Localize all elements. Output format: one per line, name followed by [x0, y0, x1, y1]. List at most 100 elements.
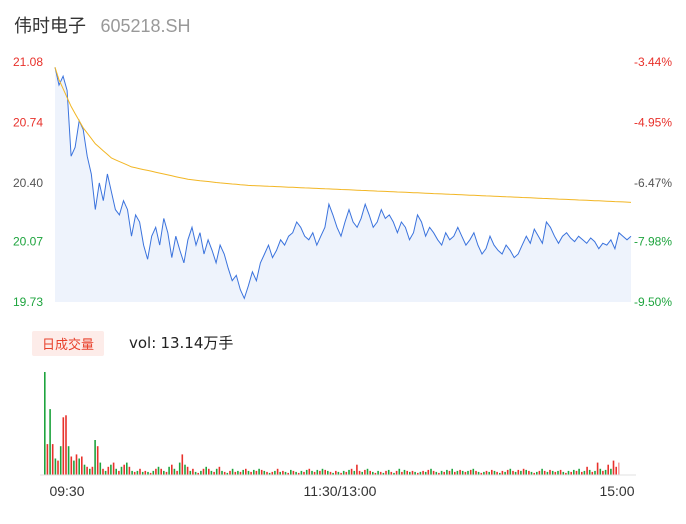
volume-bar	[171, 464, 173, 475]
volume-bar	[99, 462, 102, 475]
volume-bar	[239, 471, 242, 475]
volume-bar	[176, 470, 178, 475]
volume-bar	[268, 472, 271, 475]
volume-bar	[477, 471, 480, 475]
volume-bar	[120, 466, 123, 475]
volume-bar	[612, 460, 615, 475]
volume-bar	[78, 458, 80, 475]
volume-bar	[583, 470, 586, 475]
volume-bar	[530, 471, 533, 475]
volume-bar	[448, 470, 451, 475]
volume-bar	[353, 470, 356, 475]
volume-bar	[356, 464, 358, 475]
volume-bar	[75, 454, 78, 475]
volume-bar	[160, 468, 162, 475]
volume-bar	[123, 464, 125, 475]
volume-bar	[94, 440, 96, 475]
volume-bar	[438, 472, 440, 475]
volume-bar	[446, 469, 448, 476]
volume-bar	[522, 468, 525, 475]
volume-bar	[152, 470, 155, 475]
volume-label: vol:	[129, 334, 157, 352]
volume-bar	[599, 468, 602, 475]
volume-bar	[290, 469, 292, 476]
volume-bar	[292, 470, 295, 475]
volume-bar	[287, 472, 289, 475]
volume-bar	[258, 468, 260, 475]
volume-bar	[485, 470, 488, 475]
volume-bar	[366, 468, 369, 475]
volume-bar	[393, 472, 395, 475]
volume-bar	[59, 446, 62, 475]
volume-bar	[377, 470, 379, 475]
volume-bar	[208, 468, 210, 475]
volume-bar	[157, 466, 160, 475]
volume-bar	[96, 446, 99, 475]
volume-bar	[387, 469, 390, 476]
volume-bar	[390, 471, 393, 475]
volume-bar	[112, 462, 115, 475]
volume-bar	[435, 471, 438, 475]
volume-bar	[205, 466, 207, 475]
volume-bar	[295, 471, 297, 475]
volume-bar	[361, 471, 363, 475]
volume-bar	[424, 471, 427, 475]
volume-bar	[549, 469, 551, 476]
volume-bar	[472, 468, 475, 475]
price-area	[54, 67, 632, 302]
volume-bar	[91, 466, 94, 475]
volume-bar	[464, 471, 467, 475]
volume-bar	[411, 470, 414, 475]
volume-bar	[588, 469, 591, 476]
volume-bar	[266, 471, 268, 475]
volume-bar	[253, 469, 255, 476]
volume-bar	[192, 468, 194, 475]
volume-bar	[456, 470, 459, 475]
volume-bar	[86, 466, 88, 475]
volume-bar	[73, 460, 75, 475]
volume-bar	[506, 469, 509, 476]
volume-bar	[372, 471, 374, 475]
volume-bar	[115, 468, 117, 475]
volume-bar	[49, 409, 51, 475]
volume-bar	[250, 471, 252, 475]
volume-bar	[260, 469, 263, 476]
volume-bar	[263, 470, 266, 475]
volume-bar	[557, 470, 559, 475]
volume-bar	[591, 471, 594, 475]
volume-bar	[136, 470, 139, 475]
volume-bar	[528, 470, 530, 475]
volume-bar	[102, 468, 104, 475]
volume-bar	[443, 471, 445, 475]
volume-bar	[350, 468, 353, 475]
volume-bar	[488, 471, 490, 475]
volume-bar	[133, 471, 136, 475]
volume-bar	[501, 470, 504, 475]
volume-bar	[247, 470, 250, 475]
volume-bars	[44, 372, 620, 476]
volume-bar	[255, 470, 258, 475]
volume-bar	[499, 472, 501, 475]
volume-bar	[62, 417, 65, 475]
volume-bar	[469, 469, 472, 476]
volume-bar	[70, 456, 73, 475]
volume-bar	[65, 415, 67, 475]
volume-bar	[242, 469, 244, 476]
volume-bar	[512, 470, 514, 475]
volume-bar	[173, 468, 176, 475]
axis-labels: 21.08 20.74 20.40 20.07 19.73 -3.44% -4.95% -6.…	[13, 55, 672, 309]
volume-bar	[491, 469, 493, 476]
volume-bar	[245, 468, 247, 475]
daily-volume-tab[interactable]: 日成交量	[32, 331, 105, 356]
volume-bar	[543, 470, 546, 475]
volume-bar	[345, 471, 348, 475]
volume-bar	[573, 469, 575, 476]
volume-bar	[451, 468, 453, 475]
volume-bar	[541, 468, 543, 475]
volume-bar	[126, 462, 128, 475]
volume-bar	[459, 469, 461, 476]
volume-bar	[83, 464, 86, 475]
volume-bar	[131, 470, 133, 475]
y-tick-label-right: -9.50%	[634, 295, 672, 309]
